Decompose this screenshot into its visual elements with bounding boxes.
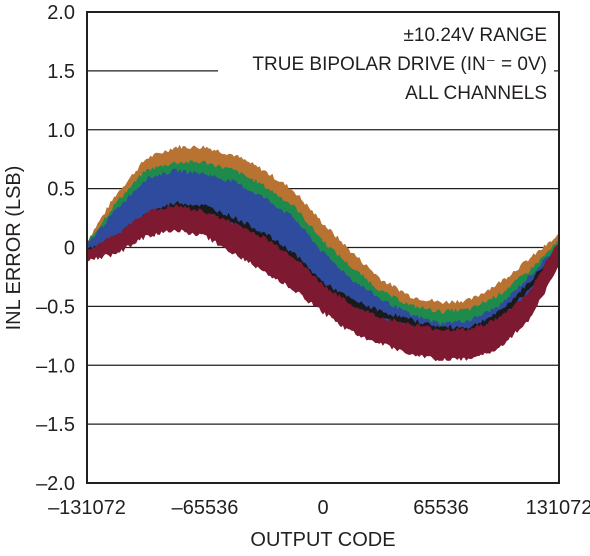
x-tick-label: 65536 (413, 497, 469, 519)
x-tick-label: –131072 (48, 497, 126, 519)
series-band (87, 204, 559, 361)
y-tick-label: 0 (64, 238, 75, 260)
plot-frame (86, 11, 560, 484)
x-axis-ticks: –131072 –65536 0 65536 131072 (48, 497, 590, 519)
x-tick-label: 0 (317, 497, 328, 519)
y-axis-label: INL ERROR (LSB) (3, 166, 25, 331)
annotation-text: ALL CHANNELS (405, 83, 547, 104)
x-axis-label: OUTPUT CODE (250, 529, 395, 551)
y-tick-label: –1.5 (36, 414, 75, 436)
x-tick-label: 131072 (526, 497, 590, 519)
series-bands (87, 145, 559, 361)
x-tick-label: –65536 (172, 497, 239, 519)
y-tick-label: 2.0 (47, 2, 75, 24)
y-tick-label: –2.0 (36, 473, 75, 495)
y-tick-label: 0.5 (47, 179, 75, 201)
annotation-text: TRUE BIPOLAR DRIVE (IN⁻ = 0V) (252, 54, 547, 75)
annotation-background (218, 14, 554, 106)
annotation-text: ±10.24V RANGE (404, 25, 548, 46)
y-tick-label: –0.5 (36, 296, 75, 318)
annotations: ±10.24V RANGE TRUE BIPOLAR DRIVE (IN⁻ = 0… (252, 25, 547, 104)
y-axis-ticks: 2.0 1.5 1.0 0.5 0 –0.5 –1.0 –1.5 –2.0 (36, 2, 75, 495)
y-tick-label: 1.0 (47, 120, 75, 142)
y-tick-label: 1.5 (47, 61, 75, 83)
y-tick-label: –1.0 (36, 355, 75, 377)
